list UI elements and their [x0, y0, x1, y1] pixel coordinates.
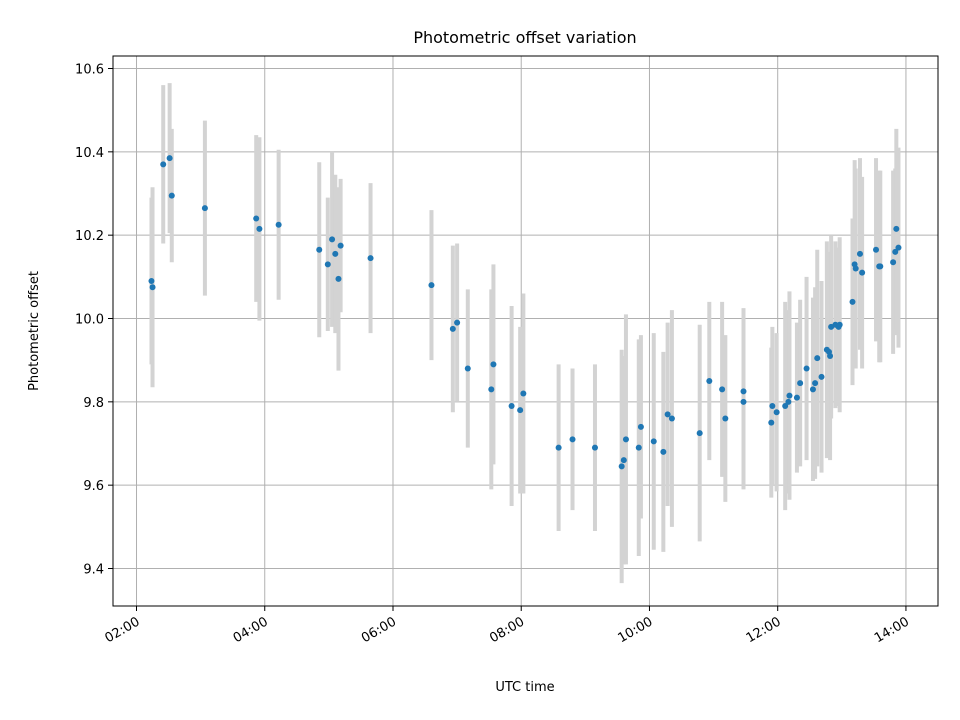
x-axis-ticks: 02:00 04:00 06:00 08:00 10:00 12:00 14:00: [103, 606, 912, 646]
y-tick-label: 10.6: [75, 63, 104, 78]
y-tick-label: 9.6: [83, 479, 104, 494]
data-point: [454, 319, 461, 326]
data-point: [836, 321, 843, 328]
data-point: [275, 221, 282, 228]
y-tick-label: 10.2: [75, 229, 104, 244]
y-tick-label: 9.8: [83, 396, 104, 411]
data-point: [786, 392, 793, 399]
data-point: [768, 419, 775, 426]
data-point: [892, 248, 899, 255]
x-tick-label: 12:00: [744, 614, 784, 646]
data-point: [464, 365, 471, 372]
data-point: [785, 398, 792, 405]
data-point: [332, 250, 339, 257]
data-point: [773, 409, 780, 416]
data-point: [149, 284, 156, 291]
plot-frame: [112, 55, 939, 607]
data-point: [856, 250, 863, 257]
data-point: [814, 355, 821, 362]
y-tick-label: 10.0: [75, 313, 104, 328]
y-tick-label: 10.4: [75, 146, 104, 161]
data-point: [253, 215, 260, 222]
data-point: [859, 269, 866, 276]
data-point: [635, 444, 642, 451]
data-point: [428, 282, 435, 289]
data-point: [722, 415, 729, 422]
data-point: [488, 386, 495, 393]
data-point: [890, 259, 897, 266]
data-point: [620, 457, 627, 464]
data-point: [201, 205, 208, 212]
x-tick-label: 02:00: [103, 614, 143, 646]
data-point: [893, 225, 900, 232]
data-point: [637, 423, 644, 430]
data-point: [618, 463, 625, 470]
data-point: [622, 436, 629, 443]
error-bars: [149, 83, 901, 584]
data-point: [449, 325, 456, 332]
data-point: [148, 278, 155, 284]
grid-lines: [113, 56, 938, 606]
data-point: [650, 438, 657, 445]
data-point: [660, 448, 667, 455]
data-point: [706, 378, 713, 384]
data-points: [148, 155, 902, 470]
data-point: [719, 386, 726, 393]
data-point: [166, 155, 173, 162]
data-point: [664, 411, 671, 418]
y-axis-ticks: 9.4 9.6 9.8 10.0 10.2 10.4 10.6: [75, 63, 113, 578]
data-point: [335, 275, 342, 282]
data-point: [809, 386, 816, 393]
data-point: [367, 255, 374, 262]
x-axis-label: UTC time: [495, 680, 554, 695]
data-point: [818, 373, 825, 380]
data-point: [803, 365, 810, 372]
data-point: [316, 246, 323, 253]
data-point: [852, 265, 859, 272]
data-point: [329, 236, 336, 243]
x-tick-label: 06:00: [359, 614, 399, 646]
x-tick-label: 04:00: [231, 614, 271, 646]
y-axis-label: Photometric offset: [27, 271, 42, 391]
x-tick-label: 10:00: [616, 614, 656, 646]
x-tick-label: 14:00: [872, 614, 912, 646]
data-point: [591, 444, 598, 451]
data-point: [569, 436, 576, 443]
data-point: [508, 403, 515, 409]
data-point: [797, 380, 804, 387]
data-point: [490, 361, 497, 368]
data-point: [782, 403, 789, 409]
data-point: [873, 246, 880, 253]
x-tick-label: 08:00: [487, 614, 527, 646]
data-point: [827, 353, 834, 359]
data-point: [168, 192, 175, 199]
chart-title: Photometric offset variation: [413, 28, 636, 47]
data-point: [256, 225, 263, 232]
data-point: [740, 398, 747, 405]
data-point: [324, 261, 331, 268]
data-point: [555, 444, 562, 451]
data-point: [668, 415, 675, 422]
data-point: [877, 263, 884, 270]
data-point: [520, 390, 527, 397]
data-point: [812, 380, 819, 387]
data-point: [160, 161, 167, 168]
data-point: [740, 388, 747, 395]
data-point: [895, 244, 902, 251]
data-point: [696, 430, 703, 437]
data-point: [769, 403, 776, 409]
data-point: [793, 394, 800, 401]
data-point: [337, 242, 344, 249]
data-point: [517, 407, 524, 414]
y-tick-label: 9.4: [83, 563, 104, 578]
data-point: [849, 298, 856, 305]
